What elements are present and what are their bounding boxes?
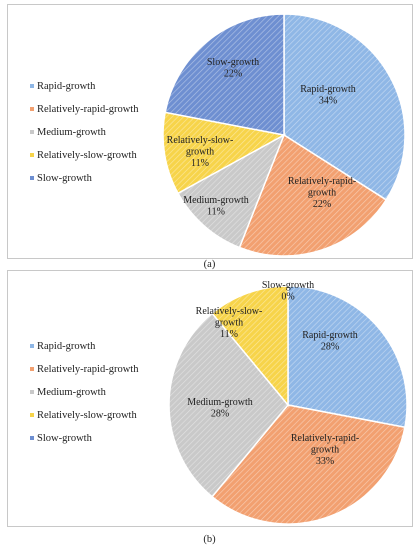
legend-item-rapid: Rapid-growth bbox=[30, 341, 138, 364]
legend-swatch bbox=[30, 107, 34, 111]
legend-label: Relatively-slow-growth bbox=[37, 410, 137, 421]
legend-a: Rapid-growth Relatively-rapid-growth Med… bbox=[30, 81, 138, 196]
legend-item-medium: Medium-growth bbox=[30, 387, 138, 410]
slice-label-slow-growth: Slow-growth 22% bbox=[207, 57, 259, 80]
slice-label-rapid-growth: Rapid-growth 28% bbox=[302, 330, 358, 353]
caption-a: (a) bbox=[203, 259, 216, 270]
pie-slice-relatively-rapid-growth bbox=[211, 404, 406, 525]
legend-item-relatively-rapid: Relatively-rapid-growth bbox=[30, 364, 138, 387]
legend-item-slow: Slow-growth bbox=[30, 173, 138, 196]
pie-slice-relatively-rapid-growth bbox=[238, 133, 388, 257]
legend-swatch bbox=[30, 153, 34, 157]
legend-item-slow: Slow-growth bbox=[30, 433, 138, 456]
pie-slice-medium-growth bbox=[176, 133, 286, 249]
legend-swatch bbox=[30, 413, 34, 417]
legend-item-rapid: Rapid-growth bbox=[30, 81, 138, 104]
pie-slice-relatively-slow-growth bbox=[211, 285, 289, 408]
slice-label-slow-growth: Slow-growth 0% bbox=[262, 280, 314, 303]
legend-label: Medium-growth bbox=[37, 387, 106, 398]
legend-b: Rapid-growth Relatively-rapid-growth Med… bbox=[30, 341, 138, 456]
legend-item-medium: Medium-growth bbox=[30, 127, 138, 150]
legend-item-relatively-slow: Relatively-slow-growth bbox=[30, 150, 138, 173]
pie-slice-slow-growth bbox=[164, 13, 285, 136]
slice-label-relatively-rapid-growth: Relatively-rapid-growth 33% bbox=[291, 433, 359, 467]
legend-label: Relatively-rapid-growth bbox=[37, 364, 139, 375]
legend-swatch bbox=[30, 344, 34, 348]
legend-swatch bbox=[30, 130, 34, 134]
slice-label-relatively-slow-growth: Relatively-slow-growth 11% bbox=[196, 306, 263, 340]
caption-b: (b) bbox=[203, 534, 216, 545]
pie-slice-rapid-growth bbox=[287, 285, 408, 429]
slice-label-relatively-slow-growth: Relatively-slow-growth 11% bbox=[167, 135, 234, 169]
legend-swatch bbox=[30, 84, 34, 88]
legend-item-relatively-rapid: Relatively-rapid-growth bbox=[30, 104, 138, 127]
legend-swatch bbox=[30, 436, 34, 440]
slice-label-rapid-growth: Rapid-growth 34% bbox=[300, 84, 356, 107]
legend-label: Slow-growth bbox=[37, 173, 92, 184]
slice-label-medium-growth: Medium-growth 11% bbox=[183, 195, 249, 218]
legend-label: Medium-growth bbox=[37, 127, 106, 138]
slice-label-medium-growth: Medium-growth 28% bbox=[187, 397, 253, 420]
slice-label-relatively-rapid-growth: Relatively-rapid-growth 22% bbox=[288, 176, 356, 210]
legend-label: Rapid-growth bbox=[37, 341, 96, 352]
legend-label: Rapid-growth bbox=[37, 81, 96, 92]
pie-slice-medium-growth bbox=[168, 312, 289, 498]
legend-swatch bbox=[30, 176, 34, 180]
legend-label: Relatively-rapid-growth bbox=[37, 104, 139, 115]
legend-swatch bbox=[30, 367, 34, 371]
legend-swatch bbox=[30, 390, 34, 394]
legend-label: Slow-growth bbox=[37, 433, 92, 444]
pie-slice-relatively-slow-growth bbox=[162, 111, 287, 195]
legend-label: Relatively-slow-growth bbox=[37, 150, 137, 161]
legend-item-relatively-slow: Relatively-slow-growth bbox=[30, 410, 138, 433]
